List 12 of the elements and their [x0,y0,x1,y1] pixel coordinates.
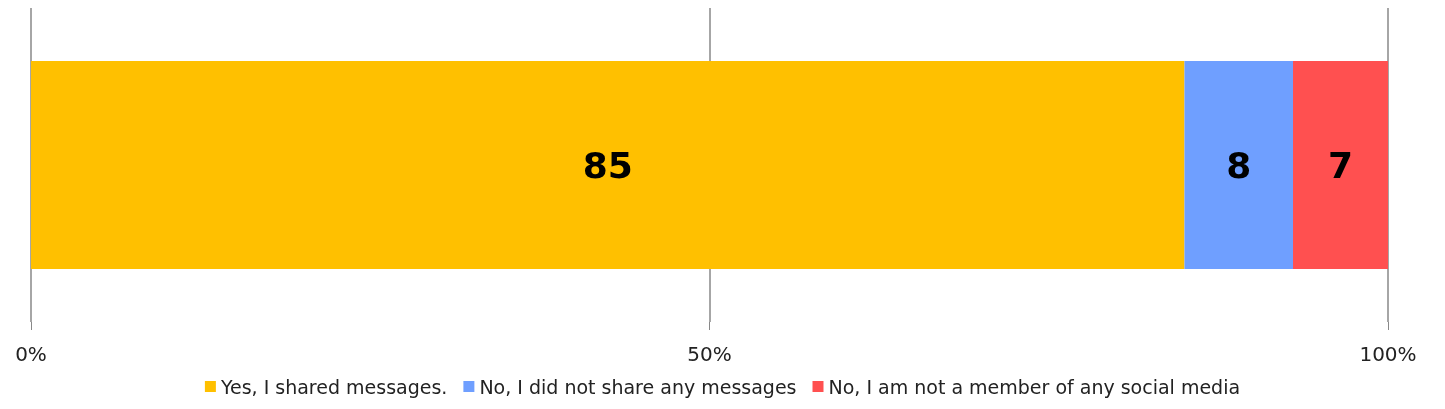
data-label: 8 [1226,144,1252,186]
x-tick-label: 100% [1359,342,1417,366]
legend-label: No, I did not share any messages [479,375,797,398]
data-label: 85 [582,144,633,186]
x-tick-label: 50% [687,342,732,366]
bar [31,61,1185,269]
bar [1293,61,1388,269]
x-tick-label: 0% [15,342,47,366]
data-label: 7 [1327,144,1354,186]
legend-label: No, I am not a member of any social media [828,375,1241,398]
legend-label: Yes, I shared messages. [219,375,448,398]
bar [1184,61,1294,269]
